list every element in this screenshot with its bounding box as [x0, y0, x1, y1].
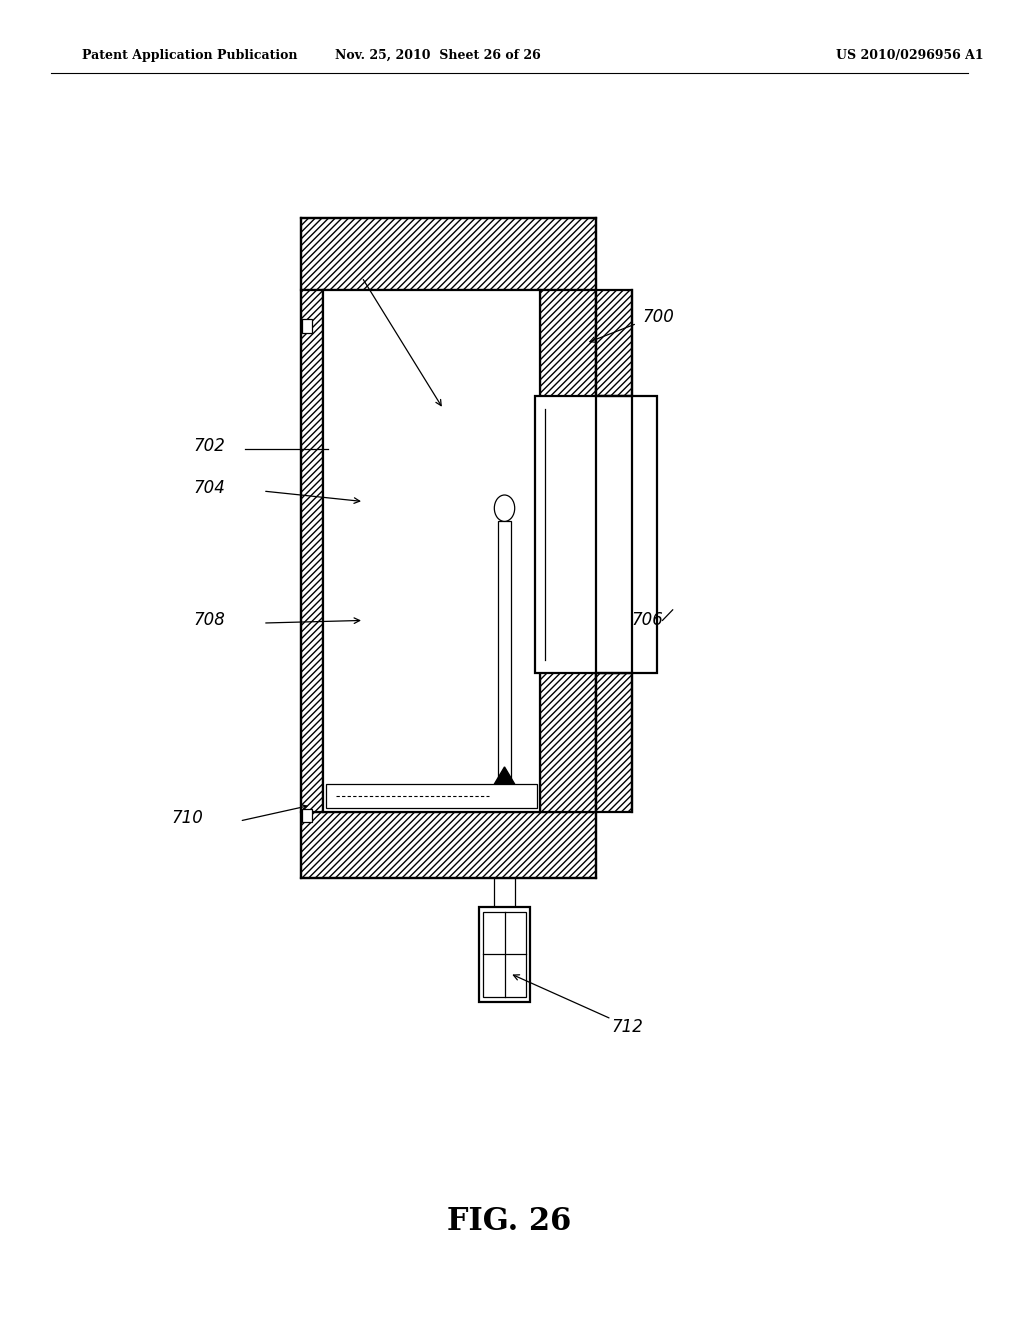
Bar — [536, 396, 657, 673]
Text: 706: 706 — [632, 611, 664, 630]
Bar — [541, 290, 596, 812]
Bar — [302, 809, 312, 822]
Text: FIG. 26: FIG. 26 — [447, 1205, 571, 1237]
Bar — [301, 812, 596, 878]
Bar — [596, 290, 632, 396]
Bar — [479, 907, 530, 1002]
Bar — [495, 878, 515, 907]
Text: 710: 710 — [171, 809, 203, 828]
Text: 708: 708 — [194, 611, 225, 630]
Text: 700: 700 — [642, 308, 674, 326]
Bar — [499, 521, 511, 805]
Text: Patent Application Publication: Patent Application Publication — [82, 49, 297, 62]
Bar — [301, 218, 596, 290]
Text: US 2010/0296956 A1: US 2010/0296956 A1 — [836, 49, 983, 62]
Circle shape — [495, 495, 515, 521]
Text: 702: 702 — [194, 437, 225, 455]
Polygon shape — [495, 767, 515, 784]
Bar — [301, 290, 324, 812]
Text: Nov. 25, 2010  Sheet 26 of 26: Nov. 25, 2010 Sheet 26 of 26 — [336, 49, 541, 62]
Bar — [483, 912, 526, 997]
Bar — [324, 290, 541, 812]
Bar — [327, 784, 538, 808]
Text: 704: 704 — [194, 479, 225, 498]
Text: 712: 712 — [611, 1018, 643, 1036]
Bar — [596, 673, 632, 812]
Bar — [302, 319, 312, 333]
